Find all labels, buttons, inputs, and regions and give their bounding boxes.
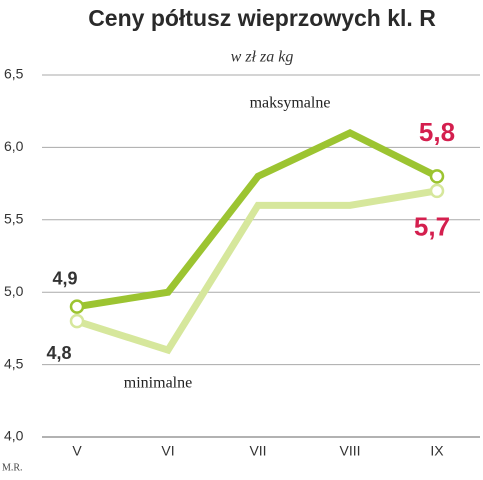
x-tick-label: VII bbox=[249, 443, 266, 459]
data-label: 5,7 bbox=[414, 212, 450, 242]
data-label: 4,8 bbox=[46, 343, 71, 363]
y-tick-label: 5,0 bbox=[4, 283, 24, 299]
series-name: minimalne bbox=[124, 375, 192, 392]
point-marker bbox=[69, 313, 85, 329]
x-tick-label: VIII bbox=[339, 443, 360, 459]
point-marker bbox=[429, 169, 445, 184]
x-tick-label: VI bbox=[161, 443, 174, 459]
x-tick-label: IX bbox=[430, 443, 444, 459]
chart-title: Ceny półtusz wieprzowych kl. R bbox=[88, 5, 436, 31]
y-tick-label: 6,0 bbox=[4, 138, 24, 154]
chart-subtitle: w zł za kg bbox=[231, 49, 294, 66]
data-label: 5,8 bbox=[419, 117, 455, 147]
series-line bbox=[75, 187, 438, 355]
point-marker bbox=[69, 299, 85, 314]
point-marker bbox=[429, 183, 445, 199]
y-tick-label: 5,5 bbox=[4, 211, 24, 227]
y-tick-label: 4,0 bbox=[4, 428, 24, 444]
x-tick-label: V bbox=[72, 443, 82, 459]
y-tick-label: 6,5 bbox=[4, 66, 24, 82]
series-name: maksymalne bbox=[250, 95, 331, 112]
series-line bbox=[76, 129, 439, 311]
y-tick-label: 4,5 bbox=[4, 355, 24, 371]
source: M.R. bbox=[2, 462, 23, 473]
data-label: 4,9 bbox=[52, 268, 77, 288]
